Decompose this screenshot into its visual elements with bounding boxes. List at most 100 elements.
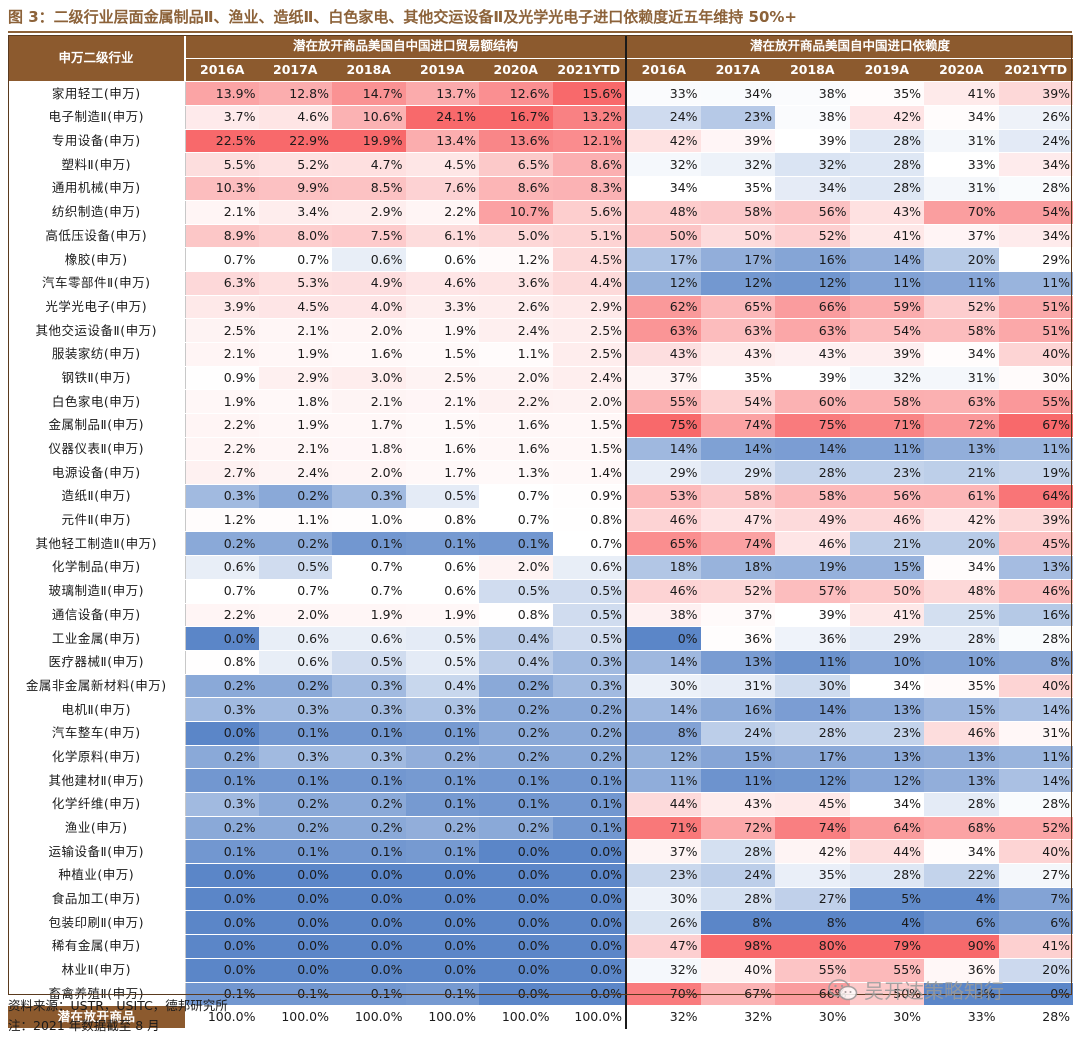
dependence-cell: 40% <box>998 674 1074 699</box>
share-cell: 12.1% <box>552 129 628 154</box>
dependence-cell: 35% <box>700 366 776 391</box>
dependence-cell: 41% <box>849 224 925 249</box>
share-cell: 0.0% <box>185 863 259 888</box>
share-cell: 0.0% <box>185 910 259 936</box>
table-row: 食品加工(申万) 0.0% 0.0% 0.0% 0.0% 0.0% 0.0% 30% 28% 27… <box>8 887 1074 912</box>
share-cell: 0.0% <box>552 934 628 959</box>
share-cell: 0.2% <box>552 745 628 770</box>
dependence-cell: 17% <box>626 247 701 272</box>
share-cell: 0.0% <box>258 863 332 888</box>
dependence-cell: 18% <box>700 555 776 580</box>
dependence-cell: 43% <box>626 342 701 367</box>
dependence-cell: 11% <box>998 745 1074 770</box>
share-cell: 3.6% <box>479 271 553 296</box>
share-cell: 0.2% <box>552 721 628 746</box>
share-cell: 7.5% <box>332 224 406 249</box>
share-cell: 0.1% <box>258 982 332 1007</box>
share-cell: 4.9% <box>332 271 406 296</box>
dependence-cell: 39% <box>775 366 850 391</box>
dependence-cell: 29% <box>849 626 925 651</box>
share-cell: 0.1% <box>552 768 628 793</box>
dependence-cell: 28% <box>998 176 1074 201</box>
share-cell: 19.9% <box>332 129 406 154</box>
dependence-cell: 58% <box>849 389 925 414</box>
dependence-cell: 21% <box>849 531 925 557</box>
share-cell: 0.4% <box>405 674 479 699</box>
share-cell: 0.1% <box>258 721 332 746</box>
dependence-cell: 58% <box>924 318 999 343</box>
share-cell: 0.8% <box>185 650 259 675</box>
industry-name: 汽车零部件Ⅱ(申万) <box>8 271 186 296</box>
dependence-cell: 40% <box>998 342 1074 367</box>
dependence-cell: 52% <box>700 579 776 604</box>
table-total: 潜在放开商品 100.0% 100.0% 100.0% 100.0% 100.0… <box>8 1005 1074 1030</box>
dependence-cell: 28% <box>998 792 1074 817</box>
table-row: 白色家电(申万) 1.9% 1.8% 2.1% 2.1% 2.2% 2.0% 55% 54% 60… <box>8 389 1074 414</box>
share-cell: 13.6% <box>479 129 553 154</box>
total-dep-cell: 28% <box>998 1005 1074 1030</box>
share-cell: 0.0% <box>405 863 479 888</box>
share-cell: 0.6% <box>405 555 479 580</box>
share-cell: 3.0% <box>332 366 406 391</box>
dependence-cell: 17% <box>775 745 850 770</box>
industry-name: 纺织制造(申万) <box>8 200 186 225</box>
dependence-cell: 42% <box>626 129 701 154</box>
year-header: 2016A <box>626 58 701 83</box>
dependence-cell: 39% <box>775 129 850 154</box>
dependence-cell: 31% <box>998 721 1074 746</box>
dependence-cell: 28% <box>700 839 776 865</box>
share-cell: 0.0% <box>552 982 628 1007</box>
share-cell: 0.4% <box>479 650 553 675</box>
total-share-cell: 100.0% <box>332 1005 406 1030</box>
industry-name: 林业Ⅱ(申万) <box>8 958 186 983</box>
share-cell: 1.0% <box>332 508 406 533</box>
dependence-cell: 17% <box>700 247 776 272</box>
share-cell: 0.2% <box>258 484 332 509</box>
dependence-cell: 13% <box>849 697 925 722</box>
share-cell: 22.9% <box>258 129 332 154</box>
share-cell: 0.0% <box>479 863 553 888</box>
dependence-cell: 54% <box>700 389 776 414</box>
share-cell: 2.7% <box>185 460 259 486</box>
industry-name: 服装家纺(申万) <box>8 342 186 367</box>
dependence-cell: 58% <box>700 484 776 509</box>
dependence-cell: 28% <box>849 129 925 154</box>
dependence-cell: 31% <box>924 176 999 201</box>
share-cell: 5.5% <box>185 152 259 178</box>
share-cell: 4.6% <box>258 105 332 130</box>
share-cell: 2.0% <box>552 389 628 414</box>
share-cell: 22.5% <box>185 129 259 154</box>
dependence-cell: 20% <box>924 247 999 272</box>
dependence-cell: 23% <box>849 721 925 746</box>
dependence-cell: 25% <box>924 603 999 628</box>
dependence-cell: 32% <box>849 366 925 391</box>
share-cell: 2.4% <box>552 366 628 391</box>
dependence-cell: 29% <box>700 460 776 486</box>
dependence-cell: 52% <box>924 295 999 320</box>
share-cell: 0.0% <box>552 839 628 865</box>
dependence-cell: 52% <box>998 816 1074 841</box>
table-row: 钢铁Ⅱ(申万) 0.9% 2.9% 3.0% 2.5% 2.0% 2.4% 37% 35% 39%… <box>8 366 1074 391</box>
dependence-cell: 36% <box>700 626 776 651</box>
dependence-cell: 20% <box>998 958 1074 983</box>
table-header: 申万二级行业 潜在放开商品美国自中国进口贸易额结构 潜在放开商品美国自中国进口依… <box>8 35 1074 83</box>
share-cell: 1.6% <box>332 342 406 367</box>
dependence-cell: 7% <box>998 887 1074 912</box>
dependence-cell: 22% <box>924 863 999 888</box>
dependence-cell: 29% <box>998 247 1074 272</box>
share-cell: 0.2% <box>258 531 332 557</box>
industry-name: 渔业(申万) <box>8 816 186 841</box>
share-cell: 0.1% <box>552 816 628 841</box>
share-cell: 13.9% <box>185 81 259 107</box>
dependence-cell: 11% <box>626 768 701 793</box>
dependence-cell: 39% <box>775 603 850 628</box>
dependence-cell: 13% <box>849 745 925 770</box>
dependence-cell: 30% <box>626 887 701 912</box>
table-row: 工业金属(申万) 0.0% 0.6% 0.6% 0.5% 0.4% 0.5% 0% 36% 36%… <box>8 626 1074 651</box>
share-cell: 2.4% <box>479 318 553 343</box>
total-dep-cell: 32% <box>700 1005 776 1030</box>
dependence-cell: 11% <box>849 271 925 296</box>
share-cell: 8.9% <box>185 224 259 249</box>
dependence-cell: 6% <box>924 910 999 936</box>
dependence-cell: 14% <box>626 437 701 462</box>
